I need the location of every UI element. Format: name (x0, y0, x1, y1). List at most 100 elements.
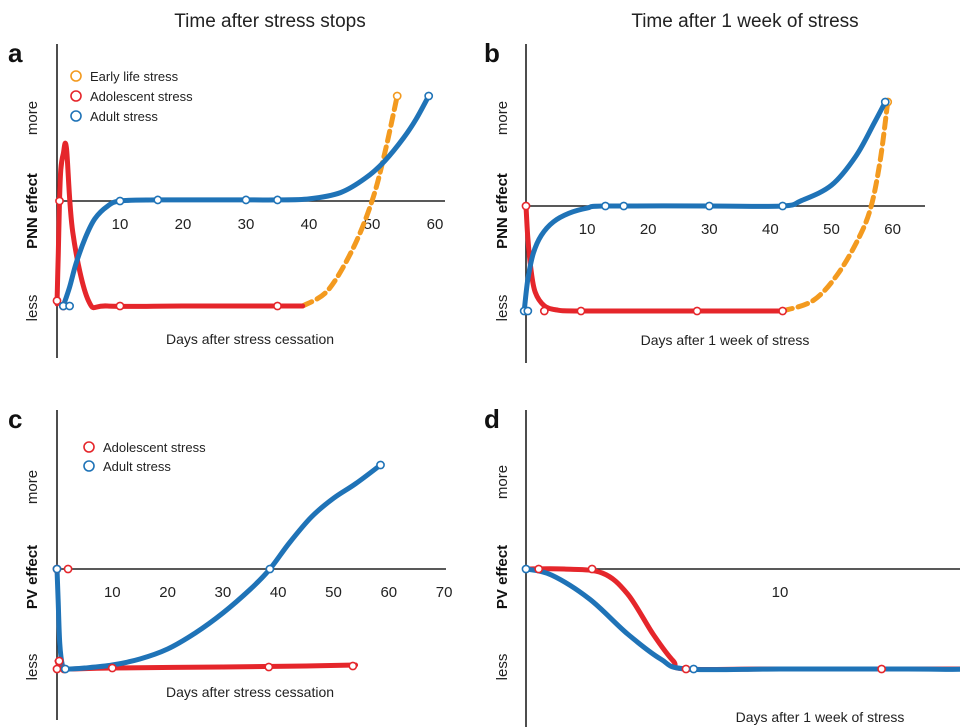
legend-marker-adolescent (83, 441, 95, 453)
x-tick-label: 60 (427, 216, 444, 233)
legend-label-adult: Adult stress (90, 109, 158, 124)
legend-label-adolescent: Adolescent stress (90, 89, 193, 104)
x-tick-label: 10 (772, 584, 789, 601)
data-point-red (348, 661, 358, 671)
data-point-blue (880, 97, 890, 107)
x-axis-title: Days after 1 week of stress (736, 709, 905, 725)
markers (52, 460, 385, 674)
panel-letter-d: d (484, 404, 500, 434)
series-line-blue (523, 566, 960, 673)
data-point-blue (619, 201, 629, 211)
data-point-blue (60, 664, 70, 674)
x-tick-label: 30 (215, 584, 232, 601)
data-point-blue (65, 301, 74, 311)
series-line-orange (780, 99, 891, 314)
x-ticks: 10 20 30 40 50 60 (112, 216, 444, 233)
legend-label-adult: Adult stress (103, 459, 171, 474)
data-point-red (55, 196, 64, 206)
panel-b: b more PNN effect less Days after 1 week… (484, 38, 925, 363)
data-point-blue (241, 195, 251, 205)
column-title-right: Time after 1 week of stress (631, 11, 858, 32)
legend-marker-adult (83, 460, 95, 472)
x-ticks: 10 20 30 40 50 60 70 (104, 584, 452, 601)
data-point-red (63, 564, 73, 574)
x-axis-title: Days after stress cessation (166, 331, 334, 347)
panel-letter-a: a (8, 38, 23, 68)
data-point-blue (521, 564, 531, 574)
data-point-red (115, 301, 125, 311)
x-tick-label: 70 (436, 584, 453, 601)
x-axis-title: Days after stress cessation (166, 684, 334, 700)
data-point-red (778, 306, 788, 316)
data-point-red (539, 306, 549, 316)
series-line-blue (54, 462, 383, 672)
data-point-blue (376, 460, 385, 470)
markers (519, 97, 893, 316)
data-point-red (54, 656, 64, 666)
x-tick-label: 20 (175, 216, 192, 233)
x-tick-label: 40 (270, 584, 287, 601)
data-point-red (264, 662, 274, 672)
panel-letter-b: b (484, 38, 500, 68)
x-tick-label: 50 (364, 216, 381, 233)
data-point-blue (523, 306, 533, 316)
data-point-blue (52, 564, 62, 574)
panel-letter-c: c (8, 404, 22, 434)
data-point-red (587, 564, 597, 574)
x-tick-label: 40 (301, 216, 318, 233)
data-point-blue (689, 664, 699, 674)
y-top-label: more (24, 101, 41, 135)
data-point-blue (265, 564, 275, 574)
series-line-blue (521, 99, 888, 314)
data-point-red (273, 301, 282, 311)
y-axis-title: PNN effect (494, 173, 511, 249)
x-tick-label: 10 (104, 584, 121, 601)
x-tick-label: 10 (579, 221, 596, 238)
data-point-blue (424, 91, 434, 101)
data-point-red (52, 296, 62, 306)
data-point-red (692, 306, 702, 316)
x-tick-label: 30 (701, 221, 718, 238)
series-line-orange (300, 93, 400, 309)
data-point-blue (273, 195, 282, 205)
y-top-label: more (24, 470, 41, 504)
series-line-red (523, 566, 960, 673)
y-axis-title: PNN effect (24, 173, 41, 249)
x-ticks: 10 20 30 40 50 60 (579, 221, 901, 238)
x-tick-label: 50 (325, 584, 342, 601)
panel-c: c more PV effect less Days after stress … (8, 404, 452, 720)
markers (521, 564, 886, 674)
data-point-blue (115, 196, 125, 206)
data-point-red (521, 201, 531, 211)
x-tick-label: 20 (159, 584, 176, 601)
y-bottom-label: less (494, 295, 511, 322)
y-axis-title: PV effect (24, 545, 41, 609)
y-axis-title: PV effect (494, 545, 511, 609)
panel-d: d more PV effect less Days after 1 week … (484, 404, 960, 727)
series-line-red (523, 203, 786, 314)
x-axis-title: Days after 1 week of stress (641, 332, 810, 348)
markers (52, 91, 434, 311)
data-point-red (681, 664, 691, 674)
y-top-label: more (494, 101, 511, 135)
data-point-red (52, 664, 62, 674)
data-point-orange (392, 91, 402, 101)
y-bottom-label: less (494, 654, 511, 681)
column-title-left: Time after stress stops (174, 11, 365, 32)
x-tick-label: 30 (238, 216, 255, 233)
y-bottom-label: less (24, 654, 41, 681)
legend: Adolescent stress Adult stress (83, 440, 206, 474)
curves (521, 99, 891, 314)
x-tick-label: 60 (884, 221, 901, 238)
data-point-blue (153, 195, 163, 205)
legend-label-early: Early life stress (90, 69, 179, 84)
x-tick-label: 60 (380, 584, 397, 601)
curves (54, 462, 383, 672)
legend-marker-adult (70, 110, 82, 122)
x-tick-label: 10 (112, 216, 129, 233)
x-tick-label: 50 (823, 221, 840, 238)
panel-a: a more PNN effect less Days after stress… (8, 38, 445, 358)
data-point-blue (778, 201, 788, 211)
